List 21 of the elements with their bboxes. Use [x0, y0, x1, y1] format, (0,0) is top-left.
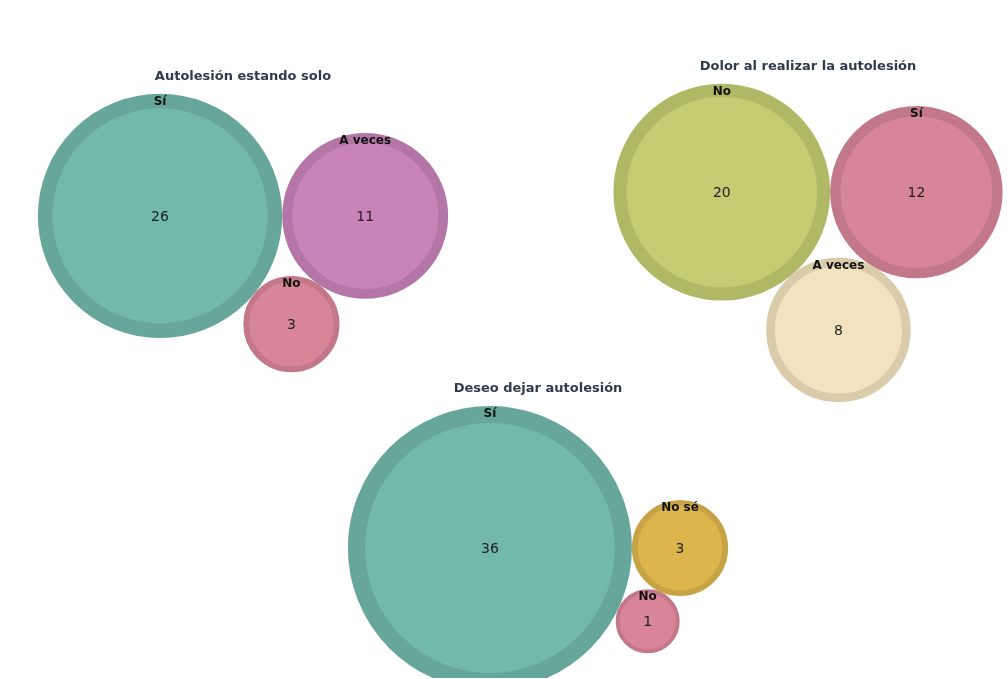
data-label: 20 — [712, 184, 731, 201]
data-label: 8 — [833, 322, 843, 339]
category-label: A veces — [339, 132, 392, 147]
text: Autolesión estando solo — [154, 67, 332, 83]
data-label: 12 — [907, 184, 926, 201]
category-label: No sé — [661, 499, 699, 514]
data-label: 3 — [675, 540, 685, 556]
data-label: 26 — [151, 207, 170, 224]
text: Deseo dejar autolesión — [453, 380, 623, 395]
text: Dolor al realizar la autolesión — [699, 57, 917, 73]
category-label: No — [712, 83, 731, 98]
category-label: Sí — [483, 406, 498, 420]
data-label: 1 — [643, 613, 653, 630]
data-label: 11 — [356, 207, 375, 224]
data-label: 36 — [480, 540, 499, 556]
data-label: 3 — [286, 316, 296, 333]
category-label: Sí — [153, 93, 168, 108]
category-label: No — [638, 589, 657, 604]
category-label: No — [282, 276, 301, 291]
category-label: Sí — [910, 105, 924, 120]
category-label: A veces — [812, 257, 865, 272]
